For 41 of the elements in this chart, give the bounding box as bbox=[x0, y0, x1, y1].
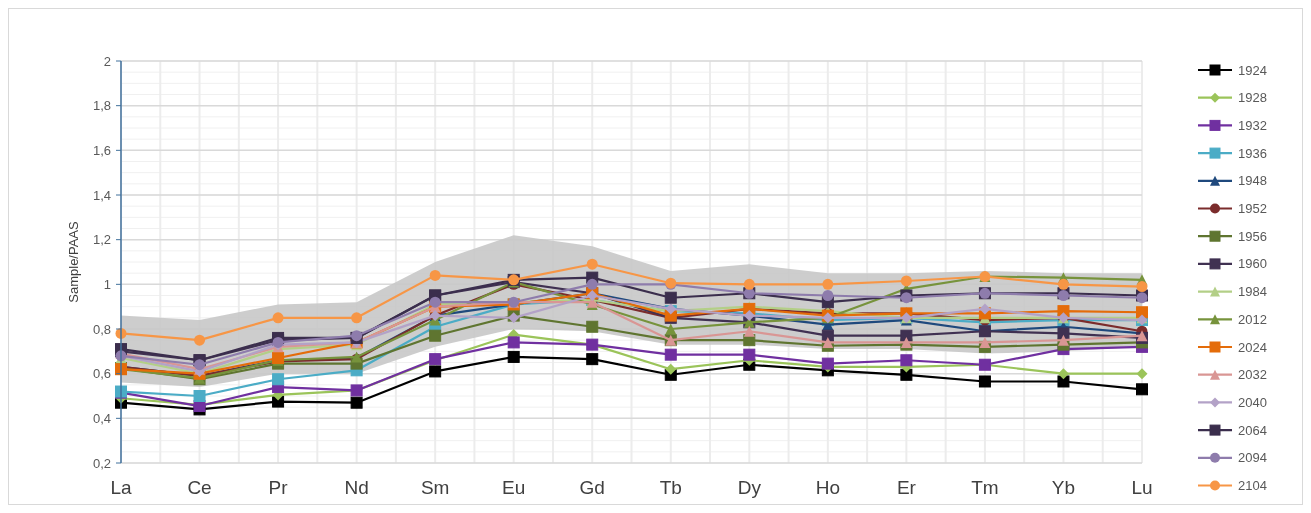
legend-label: 1960 bbox=[1238, 256, 1267, 272]
x-tick-label: Pr bbox=[268, 477, 289, 498]
x-tick-label: Eu bbox=[502, 477, 526, 498]
y-tick-label: 0,6 bbox=[92, 366, 111, 382]
legend-label: 1928 bbox=[1238, 90, 1267, 106]
legend-label: 2024 bbox=[1238, 339, 1267, 355]
y-tick-label: 1,8 bbox=[92, 98, 111, 114]
legend-label: 2094 bbox=[1238, 450, 1267, 466]
y-tick-label: 0,8 bbox=[92, 321, 111, 337]
legend-label: 2064 bbox=[1238, 422, 1267, 438]
x-tick-label: La bbox=[110, 477, 132, 498]
legend-label: 1924 bbox=[1238, 62, 1267, 78]
legend-label: 1948 bbox=[1238, 173, 1267, 189]
y-tick-label: 2 bbox=[103, 53, 111, 69]
x-tick-label: Gd bbox=[579, 477, 605, 498]
legend-label: 2104 bbox=[1238, 478, 1267, 494]
x-tick-label: Sm bbox=[420, 477, 450, 498]
y-tick-label: 1,2 bbox=[92, 232, 111, 248]
legend-label: 1932 bbox=[1238, 117, 1267, 133]
x-tick-label: Tm bbox=[971, 477, 999, 498]
y-tick-label: 1,6 bbox=[92, 142, 111, 158]
x-tick-label: Ce bbox=[187, 477, 212, 498]
legend-label: 2012 bbox=[1238, 311, 1267, 327]
x-tick-label: Yb bbox=[1051, 477, 1076, 498]
x-tick-label: Dy bbox=[737, 477, 762, 498]
y-tick-label: 1,4 bbox=[92, 187, 111, 203]
legend-label: 1956 bbox=[1238, 228, 1267, 244]
legend-label: 1952 bbox=[1238, 201, 1267, 217]
legend-label: 2040 bbox=[1238, 394, 1267, 410]
x-tick-label: Nd bbox=[344, 477, 369, 498]
x-tick-label: Lu bbox=[1131, 477, 1153, 498]
x-tick-label: Tb bbox=[659, 477, 682, 498]
y-tick-label: 0,4 bbox=[92, 410, 111, 426]
x-tick-label: Ho bbox=[815, 477, 840, 498]
x-tick-label: Er bbox=[896, 477, 917, 498]
legend-label: 2032 bbox=[1238, 367, 1267, 383]
y-tick-label: 0,2 bbox=[92, 455, 111, 471]
y-axis-title: Sample/PAAS bbox=[66, 220, 81, 303]
legend-label: 1984 bbox=[1238, 284, 1267, 300]
y-tick-label: 1 bbox=[103, 276, 111, 292]
legend-label: 1936 bbox=[1238, 145, 1267, 161]
